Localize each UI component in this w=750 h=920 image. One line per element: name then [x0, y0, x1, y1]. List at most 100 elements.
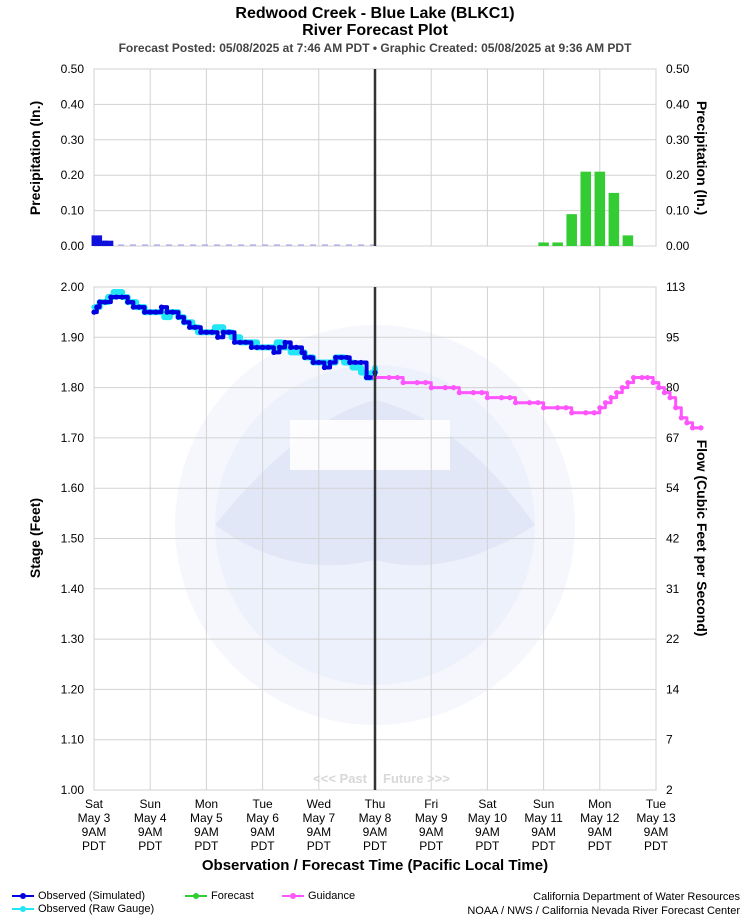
series-point [248, 344, 254, 350]
x-tick-line: May 7 [302, 811, 335, 825]
x-tick-label: Mon May 12 9AM PDT [580, 797, 620, 853]
series-point [619, 385, 625, 391]
series-point [226, 329, 232, 335]
series-point [583, 410, 589, 416]
series-point [333, 354, 339, 361]
precip-y-label: Precipitation (In.) [27, 101, 43, 215]
x-tick-line: 9AM [250, 825, 275, 839]
flow-y2-tick-label: 42 [666, 532, 680, 546]
series-point [203, 329, 209, 335]
series-point [608, 395, 614, 401]
series-point [254, 344, 260, 350]
x-tick-line: Sun [533, 797, 554, 811]
legend-item-observed-simulated: Observed (Simulated) [12, 890, 145, 902]
x-tick-line: PDT [475, 839, 500, 853]
precip-y-tick-label: 0.30 [61, 133, 85, 147]
series-point [97, 299, 103, 305]
series-point [299, 349, 305, 355]
series-point [507, 395, 513, 401]
x-tick-line: 9AM [194, 825, 219, 839]
series-point [231, 339, 238, 345]
precip-y2-tick-label: 0.30 [666, 133, 690, 147]
series-point [428, 385, 434, 391]
series-point [602, 400, 609, 406]
series-point [684, 420, 690, 426]
series-point [650, 379, 656, 386]
x-tick-line: 9AM [363, 825, 388, 839]
x-tick-line: 9AM [587, 825, 612, 839]
precip-y2-label: Precipitation (In.) [694, 101, 710, 215]
x-tick-line: 9AM [531, 825, 556, 839]
precip-y2-tick-label: 0.00 [666, 239, 690, 253]
x-tick-line: PDT [138, 839, 163, 853]
series-point [212, 324, 218, 330]
series-point [689, 425, 696, 431]
series-point [243, 339, 249, 345]
flow-y2-tick-label: 80 [666, 381, 680, 395]
series-point [94, 304, 100, 310]
precip-forecast-bar [622, 235, 634, 246]
series-point [119, 294, 125, 300]
series-point [307, 354, 313, 361]
series-point [347, 359, 353, 366]
x-tick-line: 9AM [475, 825, 500, 839]
precip-y-tick-label: 0.40 [61, 97, 85, 111]
precipitation-panel: 0.00 0.00 0.10 0.10 0.20 0.20 0.30 0.30 0.40 0.40… [61, 62, 690, 253]
series-point [288, 344, 294, 350]
series-point [265, 344, 271, 350]
series-point [442, 385, 448, 391]
legend-swatch [185, 893, 207, 900]
series-point [198, 329, 204, 335]
series-point [161, 314, 167, 320]
series-point [310, 359, 316, 366]
series-point [141, 309, 148, 315]
series-point [237, 339, 243, 345]
series-point [386, 374, 392, 381]
x-tick-line: Tue [252, 797, 273, 811]
precip-y-tick-label: 0.00 [61, 239, 85, 253]
x-tick-line: PDT [251, 839, 276, 853]
series-point [260, 344, 266, 350]
x-tick-line: Sun [140, 797, 161, 811]
series-point [136, 304, 142, 310]
series-point [656, 385, 662, 391]
series-point [456, 390, 462, 396]
flow-y2-tick-label: 54 [666, 481, 680, 495]
stage-y-tick-label: 1.60 [61, 481, 85, 495]
precip-forecast-bar [594, 171, 606, 246]
x-tick-line: Mon [195, 797, 218, 811]
precip-y2-tick-label: 0.20 [666, 168, 690, 182]
x-tick-line: Sat [85, 797, 104, 811]
series-point [302, 354, 308, 361]
flow-y2-tick-label: 22 [666, 632, 680, 646]
x-axis-label: Observation / Forecast Time (Pacific Loc… [202, 857, 548, 874]
series-point [591, 410, 597, 416]
series-point [667, 395, 673, 401]
stage-y-tick-label: 1.00 [61, 783, 85, 797]
precip-observed-bar [91, 235, 103, 246]
x-tick-line: PDT [532, 839, 557, 853]
legend-swatch [12, 893, 34, 900]
x-tick-label: Mon May 5 9AM PDT [190, 797, 223, 853]
series-point [661, 390, 668, 396]
stage-y-tick-label: 1.70 [61, 431, 85, 445]
x-tick-label: Sat May 10 9AM PDT [468, 797, 508, 853]
x-tick-line: Tue [646, 797, 667, 811]
x-tick-line: May 6 [246, 811, 279, 825]
x-tick-line: May 8 [359, 811, 392, 825]
series-point [170, 309, 176, 315]
series-point [394, 374, 401, 381]
series-point [366, 374, 372, 381]
credit-line-dwr: California Department of Water Resources [533, 891, 740, 903]
series-point [209, 329, 215, 335]
precip-forecast-bar [608, 192, 620, 246]
series-point [341, 359, 347, 366]
series-point [192, 324, 198, 330]
past-label: <<< Past [313, 771, 368, 786]
x-tick-line: PDT [194, 839, 219, 853]
precip-y2-tick-label: 0.50 [666, 62, 690, 76]
x-tick-line: May 11 [524, 811, 563, 825]
series-point [625, 379, 631, 386]
